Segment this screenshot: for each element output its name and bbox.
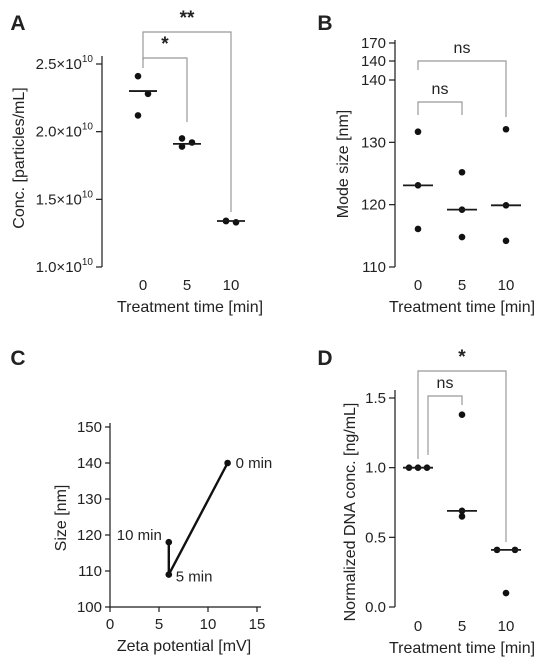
y-tick-label: 2.5×1010 [36, 54, 94, 73]
sig-b-0-10-bracket [417, 60, 507, 117]
y-axis-title: Size [nm] [53, 485, 70, 552]
data-point [458, 233, 466, 241]
y-tick-label: 140 [361, 72, 386, 89]
x-tick-label: 0 [139, 277, 147, 294]
y-tick-label: 130 [77, 491, 102, 508]
data-point [134, 112, 142, 119]
y-tick-label: 150 [77, 419, 102, 436]
x-tick-label: 10 [498, 618, 515, 635]
sig-a-0-10-bracket [142, 31, 232, 212]
x-tick-label: 5 [183, 277, 191, 294]
x-tick-label: 5 [458, 277, 466, 294]
y-tick-label: 0.5 [365, 529, 386, 546]
x-axis-title: Zeta potential [mV] [117, 638, 251, 655]
sig-d-0-5-bracket [427, 395, 463, 455]
data-point [224, 459, 231, 467]
y-tick-label: 130 [361, 134, 386, 151]
x-tick-label: 10 [498, 277, 515, 294]
y-tick-label: 140 [77, 455, 102, 472]
data-point [458, 168, 466, 176]
sig-b-0-10-label: ns [454, 40, 471, 57]
y-tick-label: 110 [78, 563, 102, 580]
x-tick-label: 0 [414, 277, 422, 294]
point-label: 5 min [176, 569, 213, 586]
x-tick-label: 0 [414, 618, 422, 635]
data-point [144, 90, 152, 98]
y-tick-label-top: 170 [361, 35, 386, 52]
y-axis-title: Mode size [nm] [335, 110, 352, 218]
data-point [165, 538, 173, 546]
y-tick-label-top: 140 [361, 53, 386, 70]
x-tick-label: 10 [223, 277, 240, 294]
x-tick-label: 5 [458, 618, 466, 635]
data-point [232, 219, 240, 226]
data-point [188, 139, 196, 146]
x-axis-title: Treatment time [min] [389, 299, 535, 316]
y-tick-label: 0.0 [365, 599, 386, 616]
y-tick-label: 100 [77, 599, 102, 616]
sig-a-0-5-label: * [161, 34, 169, 55]
x-tick-label: 0 [106, 616, 114, 633]
panel-a: A 1.0×1010 1.5×1010 2.0×1010 2.5×1010 0 5 10 Tre… [10, 8, 263, 316]
sig-b-0-5-bracket [417, 101, 463, 115]
y-tick-label: 120 [77, 527, 102, 544]
data-point [414, 128, 422, 136]
y-tick-label: 1.5×1010 [36, 189, 94, 208]
x-tick-label: 10 [200, 616, 217, 633]
sig-d-0-5-label: ns [437, 375, 454, 392]
x-axis-title: Treatment time [min] [389, 640, 535, 657]
x-tick-label: 15 [249, 616, 266, 633]
y-tick-label: 120 [361, 197, 386, 214]
data-point [414, 225, 422, 233]
data-point [458, 513, 466, 520]
sig-d-0-10-label: * [458, 347, 466, 368]
panel-letter-a: A [10, 12, 25, 35]
data-point [502, 125, 510, 133]
sig-d-0-10-bracket [417, 370, 507, 542]
y-tick-label: 1.0 [365, 460, 386, 477]
point-label: 10 min [117, 527, 162, 544]
data-point [458, 411, 466, 419]
data-point [178, 143, 186, 150]
panel-c: C 100 110 120 130 140 150 0 5 10 15 Zeta potential … [10, 347, 272, 655]
y-tick-label: 1.0×1010 [36, 257, 94, 276]
sig-b-0-5-label: ns [432, 81, 449, 98]
sig-a-0-5-bracket [142, 57, 188, 122]
y-axis-title: Conc. [particles/mL] [11, 87, 28, 228]
series-line [167, 462, 229, 576]
y-axis-title: Normalized DNA conc. [ng/mL] [342, 403, 359, 622]
sig-a-0-10-label: ** [180, 8, 195, 29]
panel-letter-b: B [317, 12, 332, 35]
data-point [165, 571, 173, 578]
x-tick-label: 5 [155, 616, 163, 633]
panel-d: D 0.0 0.5 1.0 1.5 0 5 10 Treatment time [min] Nor… [317, 347, 535, 657]
y-tick-label: 110 [362, 259, 386, 276]
data-point [502, 589, 510, 597]
panel-letter-c: C [10, 347, 25, 370]
data-point [134, 72, 142, 80]
data-point [502, 237, 510, 245]
point-label: 0 min [236, 455, 273, 472]
data-point [178, 135, 186, 142]
y-tick-label: 1.5 [365, 390, 386, 407]
x-axis-title: Treatment time [min] [117, 299, 263, 316]
panel-letter-d: D [317, 347, 332, 370]
y-tick-label: 2.0×1010 [36, 122, 94, 141]
